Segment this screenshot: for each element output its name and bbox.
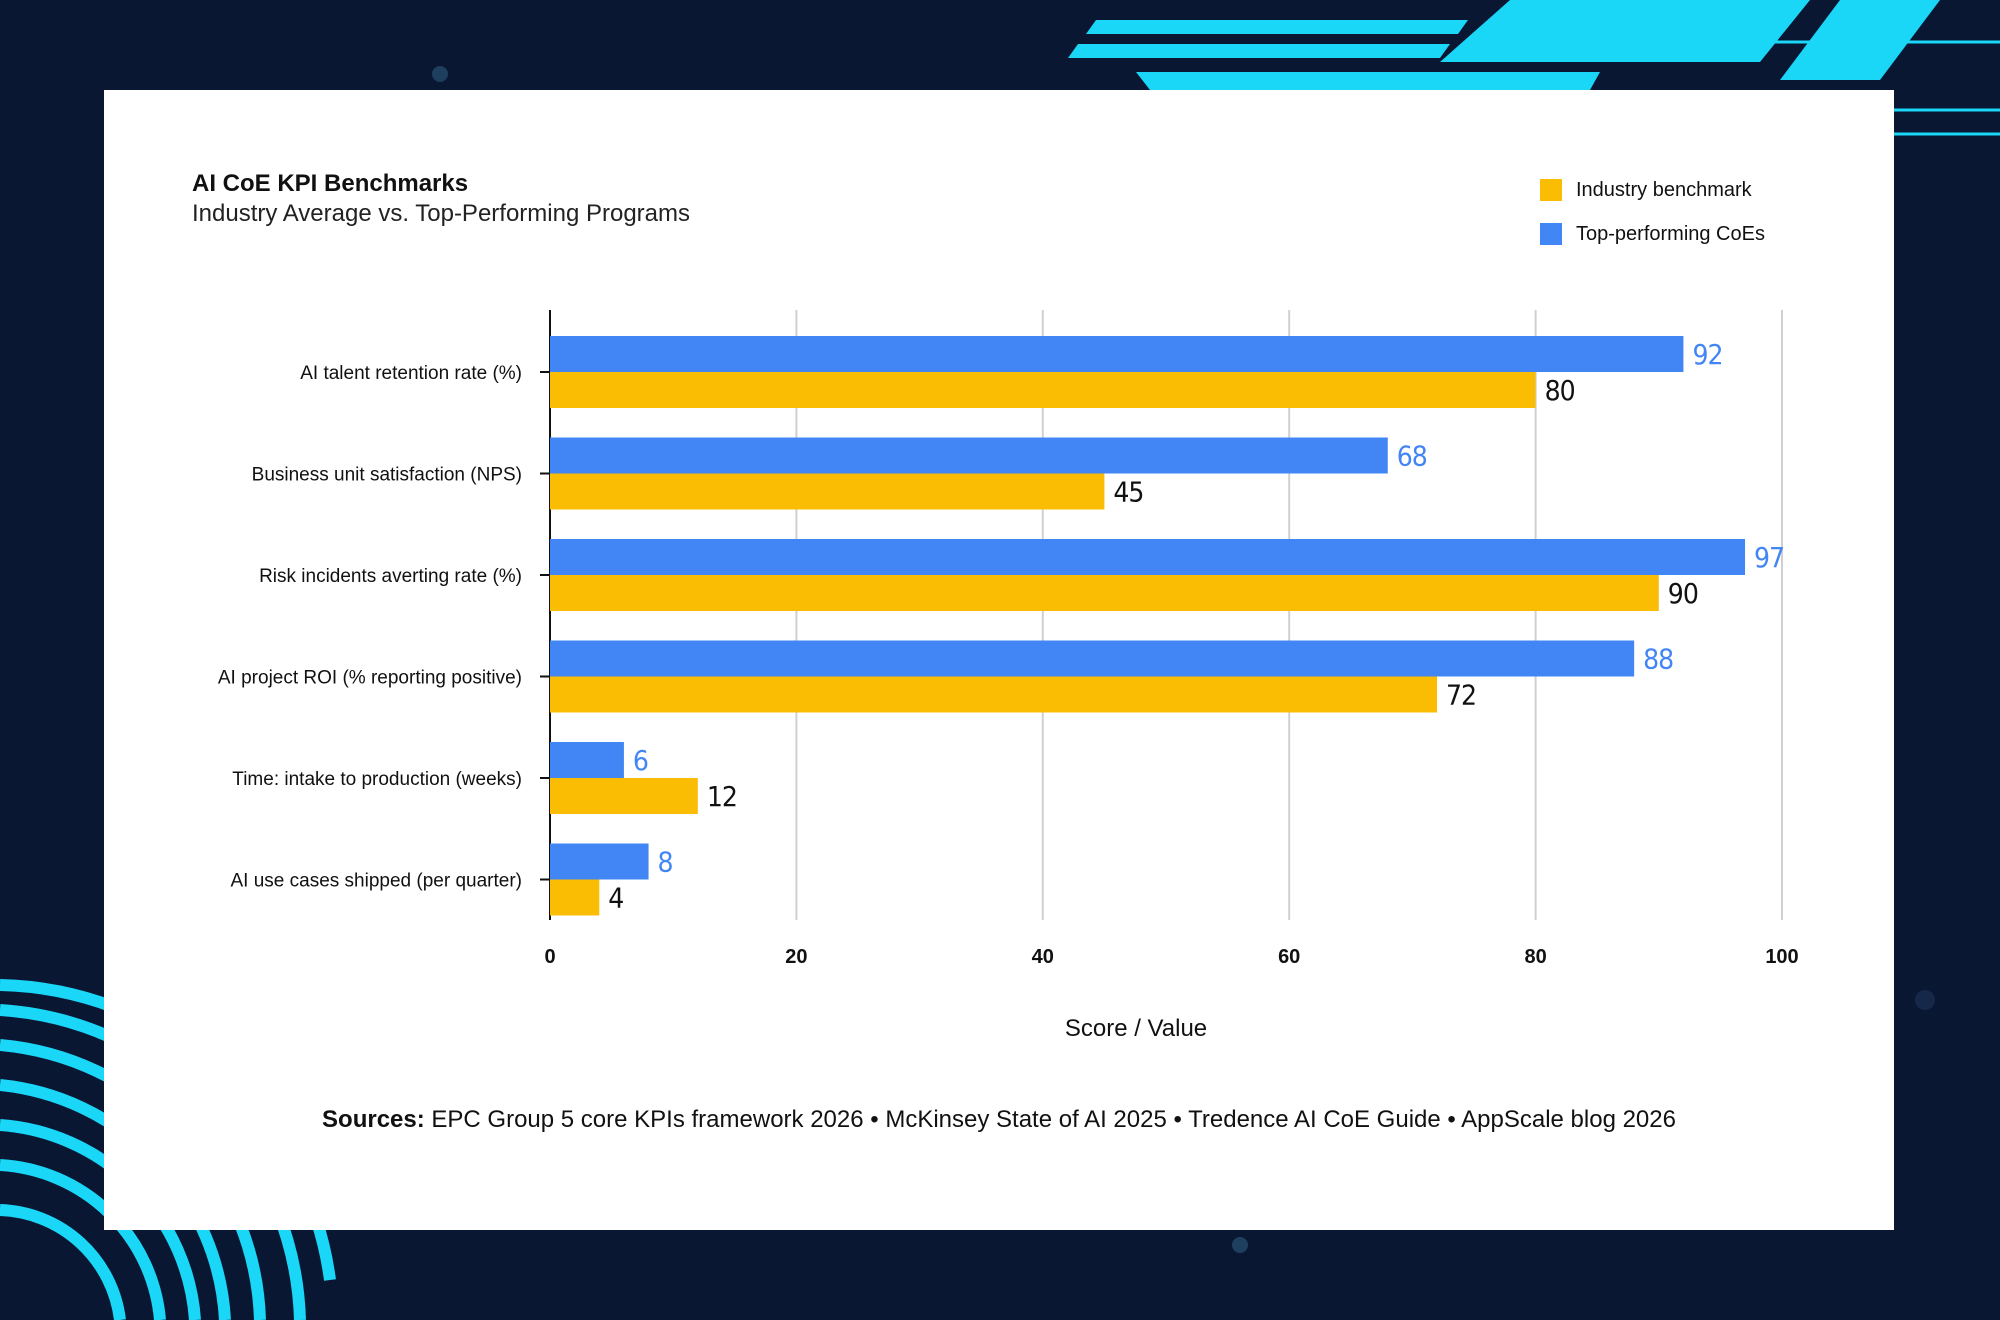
legend-item-industry: Industry benchmark: [1540, 168, 1765, 212]
data-label: 8: [658, 846, 673, 879]
x-tick-label: 40: [1032, 946, 1054, 968]
category-label: Risk incidents averting rate (%): [259, 566, 522, 587]
bar-industry: [550, 676, 1438, 713]
chart-title: AI CoE KPI Benchmarks: [192, 170, 469, 197]
top-streak-2: [1068, 44, 1450, 58]
category-label: AI project ROI (% reporting positive): [218, 668, 522, 689]
data-label: 45: [1113, 476, 1143, 509]
data-label: 88: [1643, 643, 1673, 676]
bar-chart: 0 20 40 60 80 100 AI talent retention rate (%)…: [218, 310, 1799, 1042]
data-label: 72: [1446, 679, 1476, 712]
chart-card: AI CoE KPI Benchmarks Industry Average v…: [104, 90, 1894, 1230]
top-streak-1: [1086, 20, 1468, 34]
data-label: 80: [1545, 374, 1575, 407]
data-label: 68: [1397, 440, 1427, 473]
x-tick-label: 0: [544, 946, 555, 968]
bar-industry: [550, 575, 1659, 611]
bar-industry: [550, 778, 698, 814]
bar-top-performing: [550, 437, 1388, 474]
legend-item-top: Top-performing CoEs: [1540, 212, 1765, 256]
category-label: Time: intake to production (weeks): [232, 769, 522, 790]
bar-top-performing: [550, 742, 624, 778]
data-label: 90: [1668, 577, 1698, 610]
x-tick-label: 20: [785, 946, 807, 968]
data-label: 6: [633, 744, 648, 777]
sources-note: Sources: EPC Group 5 core KPIs framework…: [104, 1106, 1894, 1134]
legend-swatch-industry: [1540, 179, 1562, 201]
x-axis-title: Score / Value: [1065, 1015, 1207, 1042]
sources-prefix: Sources:: [322, 1106, 425, 1133]
legend-swatch-top: [1540, 223, 1562, 245]
x-tick-label: 100: [1765, 946, 1798, 968]
bar-top-performing: [550, 336, 1684, 372]
bar-industry: [550, 473, 1105, 510]
glow-dot: [432, 66, 448, 82]
top-streak-5: [1136, 72, 1600, 90]
bar-industry: [550, 372, 1536, 408]
data-label: 4: [608, 882, 623, 915]
glow-dot: [1915, 990, 1935, 1010]
category-label: Business unit satisfaction (NPS): [252, 465, 522, 486]
bar-industry: [550, 879, 600, 916]
top-streak-3: [1440, 0, 1810, 62]
category-label: AI talent retention rate (%): [300, 363, 522, 384]
legend-label-top: Top-performing CoEs: [1576, 222, 1765, 245]
data-label: 12: [707, 780, 737, 813]
arc-7: [0, 1204, 126, 1320]
top-streak-4: [1780, 0, 1940, 80]
bar-top-performing: [550, 843, 649, 880]
x-tick-label: 60: [1278, 946, 1300, 968]
data-label: 92: [1692, 338, 1722, 371]
glow-dot: [1232, 1237, 1248, 1253]
sources-text: EPC Group 5 core KPIs framework 2026 • M…: [424, 1106, 1676, 1133]
chart-subtitle: Industry Average vs. Top-Performing Prog…: [192, 200, 690, 227]
x-tick-label: 80: [1524, 946, 1546, 968]
bar-top-performing: [550, 640, 1635, 677]
legend-label-industry: Industry benchmark: [1576, 178, 1752, 201]
legend: Industry benchmark Top-performing CoEs: [1540, 168, 1765, 256]
bar-top-performing: [550, 539, 1746, 575]
data-label: 97: [1754, 541, 1784, 574]
category-label: AI use cases shipped (per quarter): [231, 871, 523, 892]
